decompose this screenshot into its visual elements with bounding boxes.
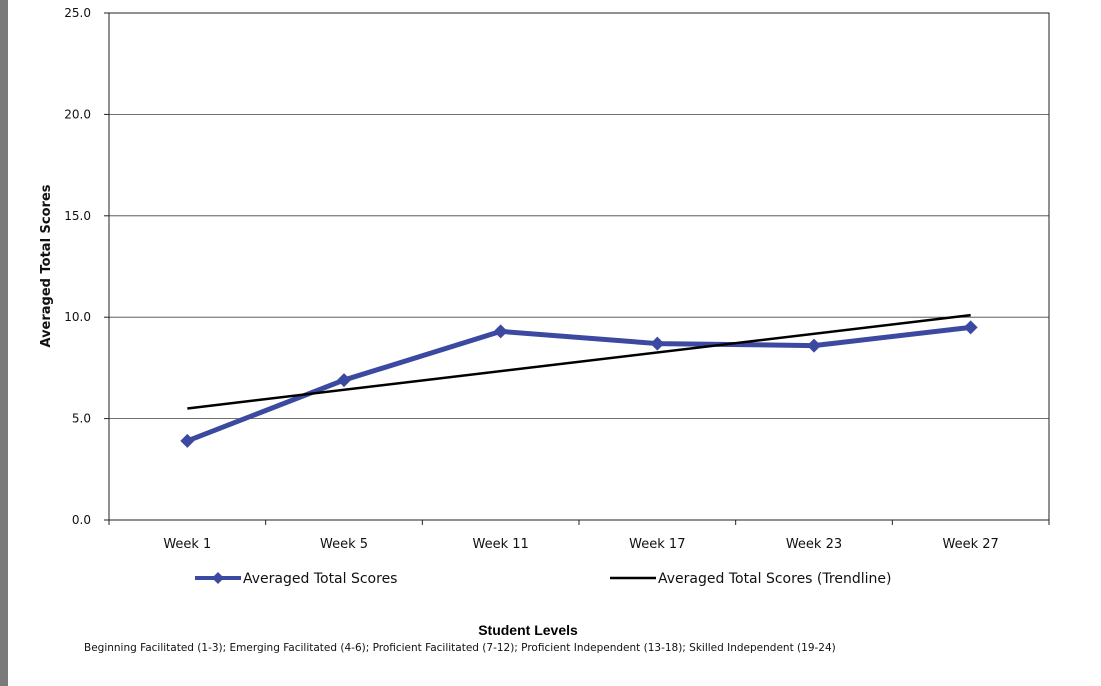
legend-item: Averaged Total Scores (Trendline)	[610, 571, 891, 587]
y-tick-label: 20.0	[64, 107, 91, 121]
gridlines	[109, 114, 1049, 420]
window-edge-bar	[0, 0, 8, 686]
y-axis-ticks: 0.0 5.0 10.0 15.0 20.0 25.0	[64, 6, 109, 527]
data-point-marker	[963, 320, 978, 335]
series-line-averaged-total-scores	[186, 324, 971, 444]
series-layer	[180, 313, 978, 448]
data-point-marker	[807, 338, 821, 353]
legend-label: Averaged Total Scores (Trendline)	[658, 571, 891, 587]
x-tick-label: Week 5	[320, 537, 368, 552]
legend: Averaged Total Scores Averaged Total Scor…	[195, 571, 891, 587]
legend-item: Averaged Total Scores	[195, 571, 397, 587]
y-tick-label: 15.0	[64, 209, 91, 223]
x-axis-ticks: Week 1 Week 5 Week 11 Week 17 Week 23 Week 27	[108, 520, 1050, 552]
footnote: Beginning Facilitated (1-3); Emerging Fa…	[84, 642, 836, 654]
series-line-trendline	[187, 313, 971, 410]
x-tick-label: Week 27	[943, 537, 999, 552]
y-tick-label: 0.0	[72, 513, 91, 527]
x-tick-label: Week 11	[473, 537, 529, 552]
y-tick-label: 5.0	[72, 412, 91, 426]
legend-label: Averaged Total Scores	[243, 571, 397, 587]
x-axis-label: Student Levels	[478, 622, 578, 638]
plot-area-frame	[108, 12, 1050, 521]
data-point-marker	[493, 324, 508, 339]
x-tick-label: Week 23	[786, 537, 842, 552]
legend-marker	[212, 572, 224, 584]
y-tick-label: 10.0	[64, 310, 91, 324]
y-axis-label: Averaged Total Scores	[39, 184, 54, 347]
data-point-marker	[180, 433, 195, 448]
y-tick-label: 25.0	[64, 6, 91, 20]
x-tick-label: Week 1	[163, 537, 211, 552]
data-point-marker	[337, 373, 351, 388]
x-tick-label: Week 17	[629, 537, 685, 552]
data-point-marker	[650, 336, 665, 351]
